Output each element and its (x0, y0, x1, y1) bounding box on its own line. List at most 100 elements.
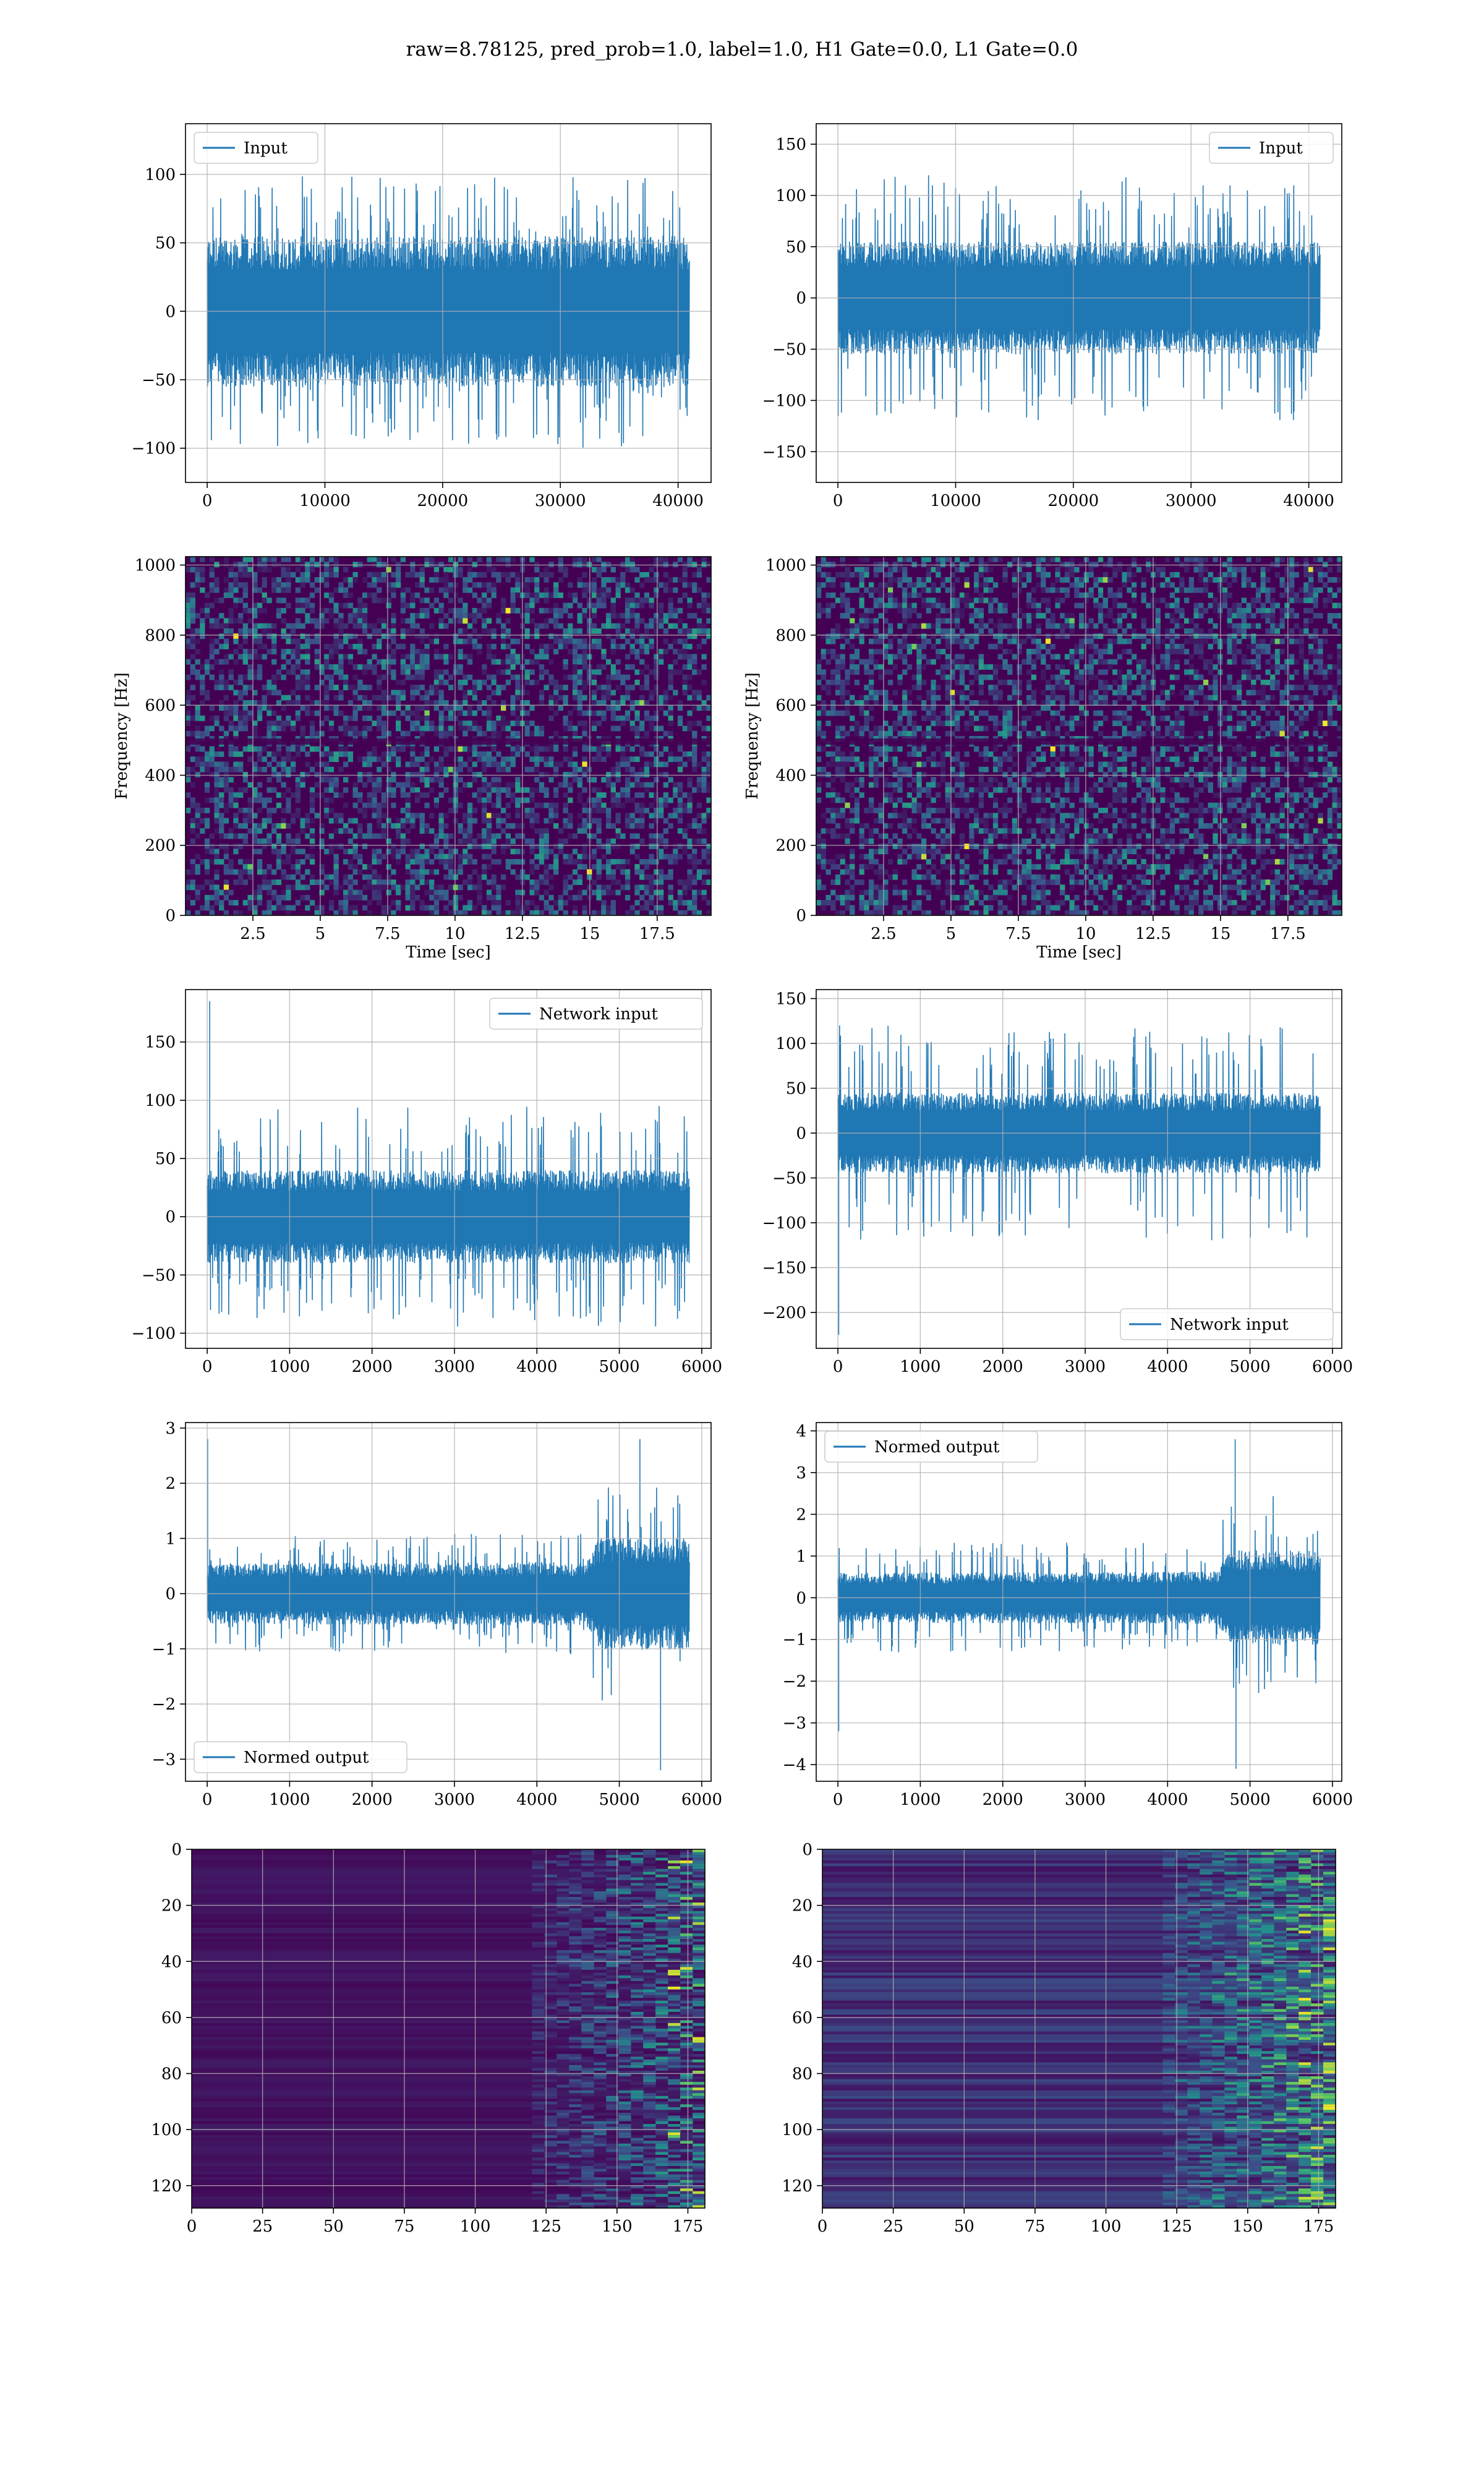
heat-cell (654, 858, 659, 865)
heat-cell (482, 838, 487, 844)
heat-cell (501, 669, 506, 675)
heat-cell (850, 654, 855, 660)
heat-cell (319, 838, 325, 844)
heat-cell (892, 633, 898, 640)
heat-cell (381, 880, 387, 885)
heat-cell (830, 705, 836, 711)
heat-cell (491, 721, 497, 726)
heat-cell (577, 628, 582, 634)
heat-cell (606, 695, 612, 701)
heat-cell (696, 761, 702, 768)
heat-cell (433, 669, 440, 675)
heat-cell (352, 869, 358, 875)
heat-cell (596, 710, 602, 716)
heat-cell (825, 782, 831, 788)
heat-cell (931, 643, 936, 649)
heat-cell (950, 638, 955, 644)
heat-cell (295, 700, 301, 706)
heat-cell (663, 782, 668, 788)
heat-cell (300, 726, 305, 732)
heat-cell (950, 587, 955, 593)
heat-cell (887, 571, 893, 578)
heat-cell (276, 849, 282, 855)
heat-cell (659, 751, 664, 757)
heat-cell (352, 854, 358, 860)
heat-cell (873, 638, 879, 644)
heat-cell (821, 607, 826, 614)
heat-cell (505, 787, 511, 793)
heat-cell (362, 844, 368, 849)
heat-cell (596, 628, 602, 634)
heat-cell (906, 854, 913, 860)
heat-cell (414, 787, 420, 793)
heat-cell (878, 751, 884, 757)
heat-cell (429, 623, 435, 629)
heat-cell (654, 797, 659, 803)
heat-cell (524, 710, 530, 716)
heat-cell (682, 910, 688, 915)
heat-cell (410, 654, 416, 660)
heat-cell (940, 577, 946, 583)
heat-cell (596, 797, 602, 803)
heat-cell (701, 664, 707, 670)
heat-cell (906, 623, 913, 629)
heat-cell (186, 808, 191, 813)
heat-cell (463, 905, 468, 911)
heat-cell (706, 715, 711, 721)
heat-cell (596, 894, 602, 901)
heat-cell (835, 766, 841, 773)
heat-cell (835, 690, 841, 696)
heat-cell (448, 654, 454, 660)
heat-cell (319, 884, 325, 891)
heat-cell (276, 854, 282, 860)
heat-cell (463, 880, 468, 885)
heat-cell (629, 726, 635, 732)
heat-cell (701, 889, 707, 896)
heat-cell (663, 874, 668, 880)
heat-cell (209, 715, 215, 721)
heat-cell (333, 828, 339, 834)
heat-cell (501, 756, 506, 762)
heat-cell (706, 695, 711, 701)
heat-cell (845, 905, 850, 911)
heat-cell (916, 782, 922, 788)
heat-cell (529, 823, 535, 829)
heat-cell (463, 849, 468, 855)
heat-cell (649, 874, 654, 880)
heat-cell (472, 792, 477, 798)
heat-cell (936, 557, 941, 562)
heat-cell (873, 700, 879, 706)
heat-cell (887, 782, 893, 788)
heat-cell (692, 756, 697, 762)
heat-cell (200, 746, 205, 752)
heat-cell (615, 700, 621, 706)
heat-cell (816, 659, 822, 665)
heat-cell (859, 761, 864, 768)
heat-cell (228, 618, 234, 624)
heat-cell (300, 874, 305, 880)
heat-cell (864, 808, 869, 813)
heat-cell (835, 664, 841, 670)
heat-cell (195, 833, 200, 839)
chart-input-l1: 0 10000 20000 30000 40000−150−100−5005010015… (762, 123, 1342, 510)
heat-cell (372, 894, 377, 901)
heat-cell (845, 577, 850, 583)
heat-cell (443, 571, 449, 578)
heat-cell (295, 746, 301, 752)
heat-cell (233, 705, 239, 711)
heat-cell (606, 562, 612, 568)
heat-cell (433, 562, 440, 568)
heat-cell (945, 643, 950, 649)
heat-cell (286, 582, 291, 588)
heat-cell (534, 756, 540, 762)
heat-cell (328, 766, 335, 773)
heat-cell (577, 792, 582, 798)
heat-cell (816, 782, 822, 788)
heat-cell (377, 679, 382, 685)
heat-cell (257, 823, 263, 829)
heat-cell (906, 607, 913, 614)
heat-cell (486, 864, 492, 870)
heat-cell (343, 777, 349, 783)
heat-cell (414, 813, 420, 819)
heat-cell (591, 607, 597, 614)
